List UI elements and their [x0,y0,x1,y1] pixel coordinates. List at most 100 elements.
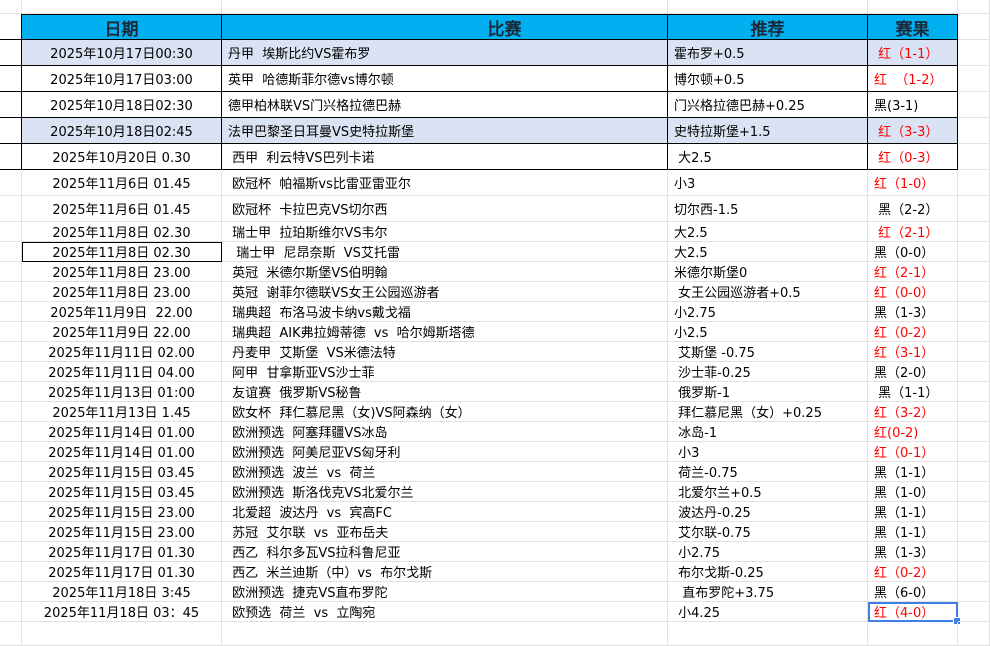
pick-cell[interactable]: 小3 [668,170,868,196]
row-header-cell[interactable] [0,342,22,362]
result-cell[interactable]: 黑（2-2） [868,196,958,222]
date-cell[interactable]: 2025年11月14日 01.00 [22,442,222,462]
result-cell[interactable]: 黑（1-1） [868,382,958,402]
match-cell[interactable]: 英甲 哈德斯菲尔德vs博尔顿 [222,66,668,92]
empty-cell[interactable] [958,322,990,342]
row-header-cell[interactable] [0,170,22,196]
empty-cell[interactable] [958,282,990,302]
empty-cell[interactable] [958,40,990,66]
result-cell[interactable]: 黑（1-1） [868,502,958,522]
date-cell[interactable]: 2025年10月18日02:45 [22,118,222,144]
column-header-pick[interactable]: 推荐 [668,14,868,40]
match-cell[interactable]: 瑞士甲 拉珀斯维尔VS韦尔 [222,222,668,242]
empty-cell[interactable] [958,362,990,382]
empty-cell[interactable] [958,482,990,502]
date-cell[interactable]: 2025年11月8日 02.30 [22,242,222,262]
result-cell[interactable]: 黑（2-0） [868,362,958,382]
pick-cell[interactable]: 切尔西-1.5 [668,196,868,222]
date-cell[interactable]: 2025年11月15日 23.00 [22,522,222,542]
row-header-cell[interactable] [0,262,22,282]
date-cell[interactable] [22,622,222,646]
row-header-cell[interactable] [0,0,22,14]
row-header-cell[interactable] [0,222,22,242]
result-cell[interactable] [868,0,958,14]
pick-cell[interactable]: 米德尔斯堡0 [668,262,868,282]
column-header-result[interactable]: 赛果 [868,14,958,40]
date-cell[interactable]: 2025年11月15日 03.45 [22,462,222,482]
date-cell[interactable]: 2025年11月6日 01.45 [22,170,222,196]
row-header-cell[interactable] [0,14,22,40]
match-cell[interactable]: 德甲柏林联VS门兴格拉德巴赫 [222,92,668,118]
match-cell[interactable]: 西甲 利云特VS巴列卡诺 [222,144,668,170]
pick-cell[interactable]: 布尔戈斯-0.25 [668,562,868,582]
pick-cell[interactable]: 博尔顿+0.5 [668,66,868,92]
pick-cell[interactable]: 冰岛-1 [668,422,868,442]
match-cell[interactable]: 阿甲 甘拿斯亚VS沙士菲 [222,362,668,382]
date-cell[interactable]: 2025年11月6日 01.45 [22,196,222,222]
pick-cell[interactable]: 门兴格拉德巴赫+0.25 [668,92,868,118]
pick-cell[interactable] [668,622,868,646]
result-cell[interactable]: 红（3-1） [868,342,958,362]
row-header-cell[interactable] [0,422,22,442]
row-header-cell[interactable] [0,118,22,144]
empty-cell[interactable] [958,144,990,170]
result-cell[interactable]: 红（2-1） [868,222,958,242]
date-cell[interactable]: 2025年11月13日 01:00 [22,382,222,402]
date-cell[interactable]: 2025年11月9日 22.00 [22,302,222,322]
row-header-cell[interactable] [0,40,22,66]
pick-cell[interactable]: 大2.5 [668,144,868,170]
pick-cell[interactable]: 大2.5 [668,222,868,242]
pick-cell[interactable]: 小2.75 [668,542,868,562]
row-header-cell[interactable] [0,362,22,382]
pick-cell[interactable]: 波达丹-0.25 [668,502,868,522]
empty-cell[interactable] [958,502,990,522]
empty-cell[interactable] [958,542,990,562]
date-cell[interactable]: 2025年10月18日02:30 [22,92,222,118]
row-header-cell[interactable] [0,462,22,482]
row-header-cell[interactable] [0,144,22,170]
result-cell[interactable]: 黑（1-1） [868,522,958,542]
date-cell[interactable]: 2025年11月15日 23.00 [22,502,222,522]
date-cell[interactable]: 2025年11月11日 02.00 [22,342,222,362]
match-cell[interactable]: 瑞典超 AIK弗拉姆蒂德 vs 哈尔姆斯塔德 [222,322,668,342]
result-cell[interactable]: 红（1-0） [868,170,958,196]
result-cell[interactable]: 黑（0-0） [868,242,958,262]
empty-cell[interactable] [958,602,990,622]
row-header-cell[interactable] [0,582,22,602]
date-cell[interactable]: 2025年11月18日 3:45 [22,582,222,602]
date-cell[interactable]: 2025年11月8日 23.00 [22,262,222,282]
active-cell[interactable]: 红（4-0） [868,602,961,625]
match-cell[interactable]: 丹麦甲 艾斯堡 VS米德法特 [222,342,668,362]
row-header-cell[interactable] [0,66,22,92]
date-cell[interactable]: 2025年11月14日 01.00 [22,422,222,442]
empty-cell[interactable] [958,262,990,282]
match-cell[interactable] [222,0,668,14]
match-cell[interactable]: 英冠 米德尔斯堡VS伯明翰 [222,262,668,282]
pick-cell[interactable]: 直布罗陀+3.75 [668,582,868,602]
empty-cell[interactable] [958,222,990,242]
match-cell[interactable]: 瑞士甲 尼昂奈斯 VS艾托雷 [222,242,668,262]
result-cell[interactable]: 黑（6-0） [868,582,958,602]
result-cell[interactable]: 黑（1-1） [868,462,958,482]
result-cell[interactable]: 红（3-2） [868,402,958,422]
match-cell[interactable]: 欧洲预选 阿塞拜疆VS冰岛 [222,422,668,442]
empty-cell[interactable] [958,562,990,582]
date-cell[interactable] [22,0,222,14]
match-cell[interactable]: 欧洲预选 阿美尼亚VS匈牙利 [222,442,668,462]
row-header-cell[interactable] [0,522,22,542]
empty-cell[interactable] [958,170,990,196]
row-header-cell[interactable] [0,622,22,646]
row-header-cell[interactable] [0,242,22,262]
pick-cell[interactable]: 小3 [668,442,868,462]
match-cell[interactable]: 欧洲预选 捷克VS直布罗陀 [222,582,668,602]
empty-cell[interactable] [958,242,990,262]
match-cell[interactable]: 欧冠杯 卡拉巴克VS切尔西 [222,196,668,222]
row-header-cell[interactable] [0,92,22,118]
result-cell[interactable]: 红（0-2） [868,562,958,582]
match-cell[interactable]: 西乙 科尔多瓦VS拉科鲁尼亚 [222,542,668,562]
result-cell[interactable]: 红（0-0） [868,282,958,302]
pick-cell[interactable]: 北爱尔兰+0.5 [668,482,868,502]
row-header-cell[interactable] [0,542,22,562]
empty-cell[interactable] [958,14,990,40]
match-cell[interactable]: 英冠 谢菲尔德联VS女王公园巡游者 [222,282,668,302]
